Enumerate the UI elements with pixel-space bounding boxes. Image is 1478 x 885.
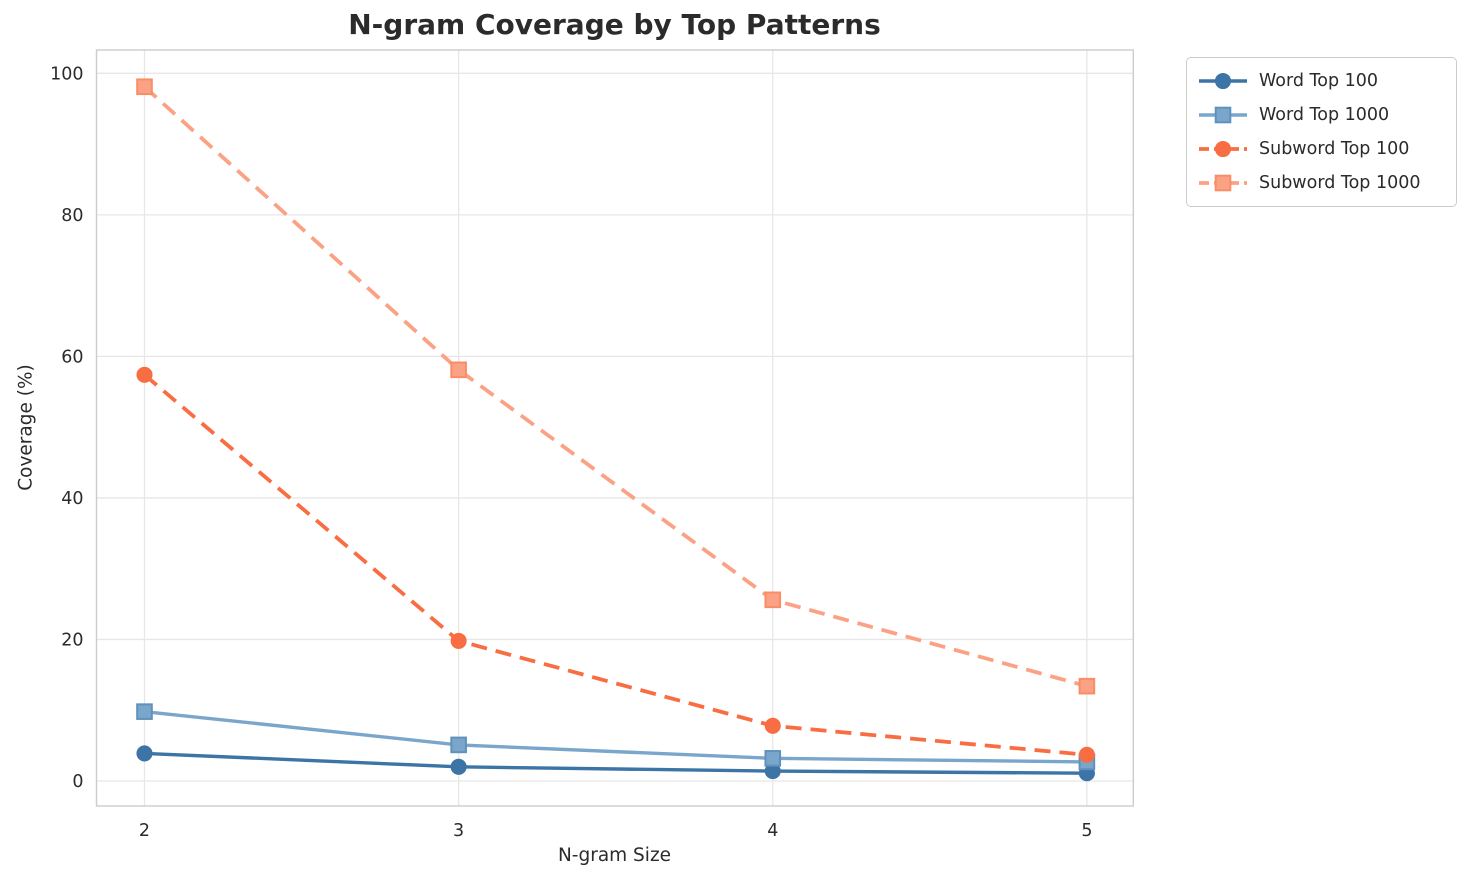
legend-item: Word Top 1000 <box>1197 98 1446 132</box>
legend-item-label: Subword Top 100 <box>1259 139 1410 159</box>
legend-item: Subword Top 100 <box>1197 132 1446 166</box>
legend-line-marker-icon <box>1199 140 1247 158</box>
legend-line-marker-icon <box>1199 174 1247 192</box>
legend-item: Subword Top 1000 <box>1197 166 1446 200</box>
legend: Word Top 100 Word Top 1000 Subword Top 1… <box>1186 57 1457 207</box>
svg-text:40: 40 <box>61 489 83 509</box>
legend-item-label: Subword Top 1000 <box>1259 173 1421 193</box>
legend-line-marker-icon <box>1199 72 1247 90</box>
svg-text:5: 5 <box>1081 821 1092 841</box>
legend-item-label: Word Top 100 <box>1259 71 1379 91</box>
svg-text:3: 3 <box>453 821 464 841</box>
legend-item-label: Word Top 1000 <box>1259 105 1390 125</box>
x-axis-label: N-gram Size <box>557 845 672 866</box>
svg-text:4: 4 <box>767 821 778 841</box>
svg-text:0: 0 <box>72 772 83 792</box>
svg-text:80: 80 <box>61 206 83 226</box>
svg-text:20: 20 <box>61 630 83 650</box>
y-axis-label: Coverage (%) <box>15 364 37 491</box>
legend-item: Word Top 100 <box>1197 64 1446 98</box>
svg-text:60: 60 <box>61 347 83 367</box>
svg-text:100: 100 <box>50 64 83 84</box>
legend-line-marker-icon <box>1199 106 1247 124</box>
svg-text:2: 2 <box>139 821 150 841</box>
chart-title: N-gram Coverage by Top Patterns <box>348 8 881 41</box>
